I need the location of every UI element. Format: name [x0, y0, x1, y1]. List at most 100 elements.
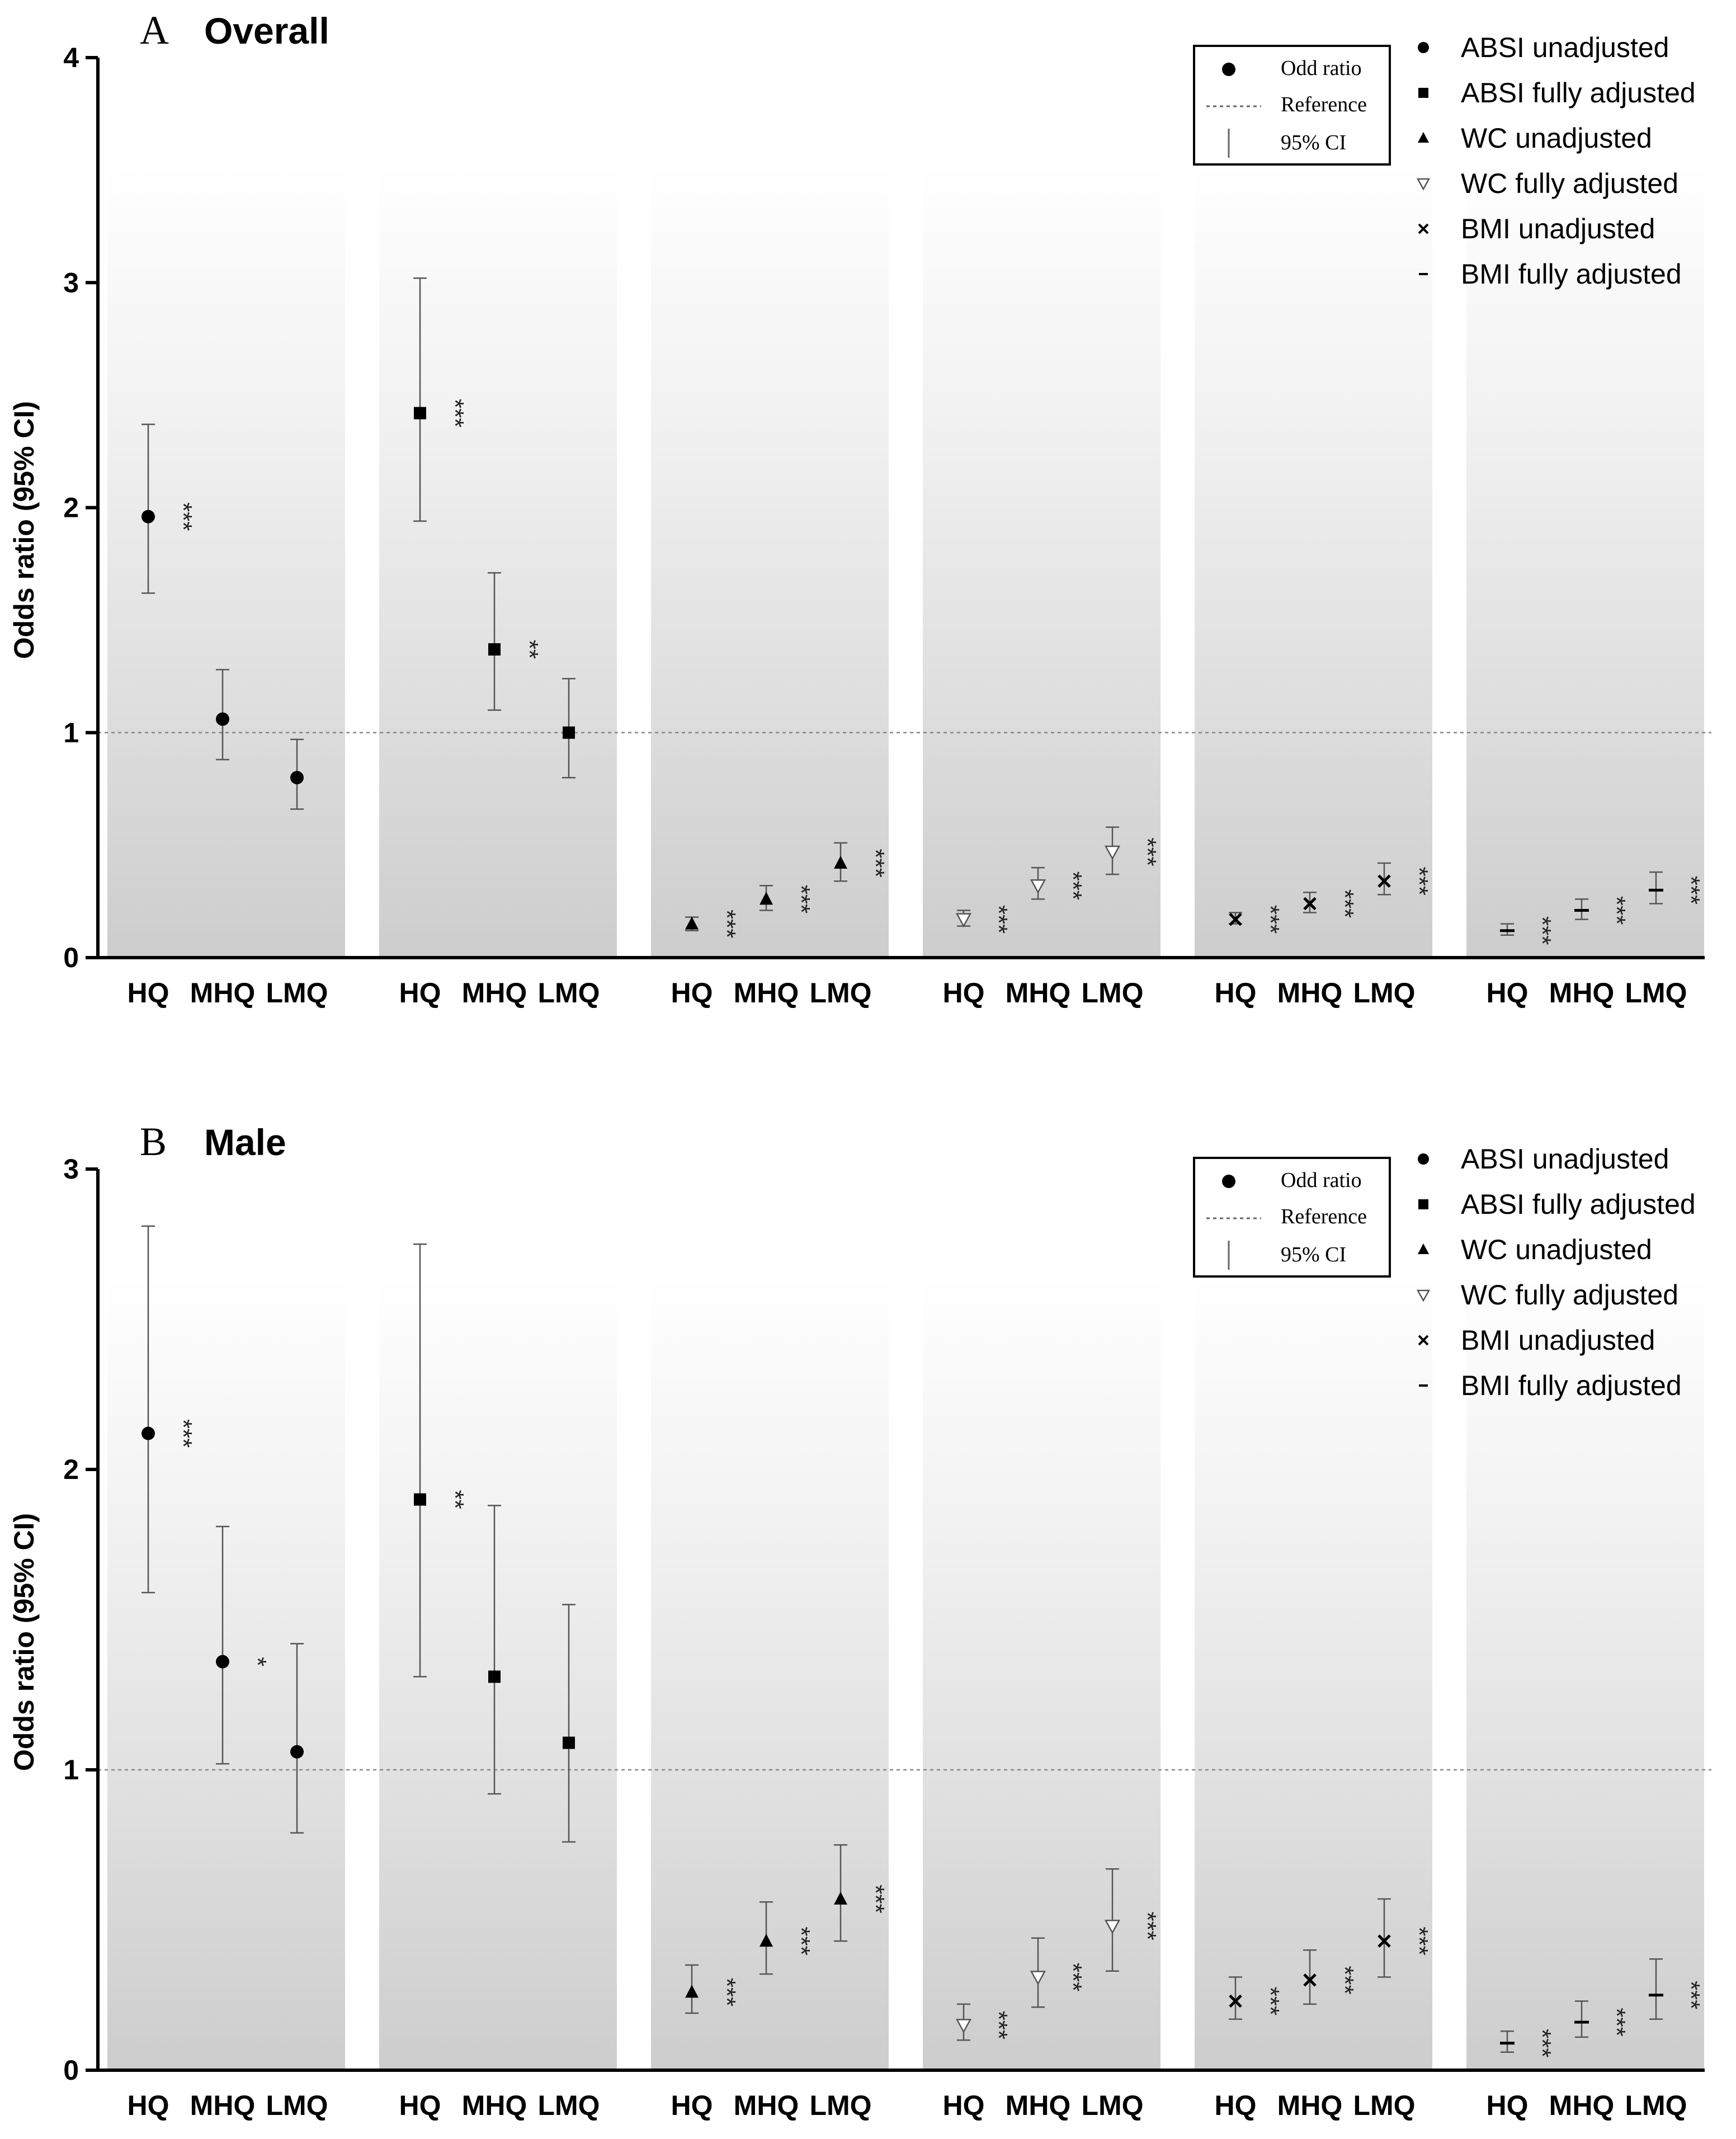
x-tick-label: HQ [128, 2090, 169, 2121]
inset-legend-label: Reference [1281, 1205, 1367, 1228]
legend-label: ABSI unadjusted [1461, 1143, 1669, 1175]
significance-label: *** [862, 1884, 889, 1913]
inset-legend-label: Odd ratio [1281, 56, 1362, 80]
significance-label: *** [441, 399, 469, 427]
marker-square [563, 1736, 575, 1749]
marker-circle [290, 1745, 304, 1759]
x-tick-label: MHQ [462, 977, 527, 1009]
marker-triangle-up [760, 1934, 773, 1947]
x-tick-label: HQ [943, 977, 985, 1009]
legend-label: WC fully adjusted [1461, 168, 1678, 199]
significance-label: *** [1331, 1966, 1358, 1994]
marker-triangle-down [955, 2019, 972, 2034]
background-band [1195, 1275, 1432, 2070]
x-tick-label: MHQ [734, 977, 799, 1009]
background-band [379, 164, 617, 958]
inset-legend-dot [1222, 1175, 1235, 1188]
legend-entry: BMI unadjusted [1418, 1325, 1655, 1356]
x-tick-label: MHQ [190, 977, 256, 1009]
legend-entry: ABSI unadjusted [1418, 1143, 1669, 1175]
significance-label: *** [713, 1978, 740, 2006]
y-tick-label: 3 [63, 1153, 79, 1185]
legend-entry: BMI fully adjusted [1419, 258, 1682, 290]
legend-entry: ABSI fully adjusted [1418, 1189, 1696, 1220]
x-tick-label: HQ [671, 2090, 713, 2121]
x-tick-label: MHQ [190, 2090, 256, 2121]
ci-bar [413, 1243, 427, 1678]
significance-label: *** [1331, 889, 1358, 918]
panel-title: Overall [204, 10, 329, 51]
marker-square [488, 643, 501, 656]
inset-legend-label: 95% CI [1281, 1243, 1346, 1266]
x-tick-label: MHQ [1277, 977, 1343, 1009]
marker-x [1229, 1994, 1242, 2008]
x-tick-label: HQ [1487, 977, 1529, 1009]
x-tick-label: MHQ [1006, 2090, 1071, 2121]
y-tick-label: 2 [63, 1454, 79, 1485]
x-tick-label: LMQ [1353, 2090, 1415, 2121]
background-band [1466, 1275, 1704, 2070]
significance-label: *** [1603, 2008, 1630, 2036]
legend-marker [1418, 1243, 1429, 1254]
y-tick-label: 1 [63, 717, 79, 748]
marker-circle [141, 1426, 155, 1440]
legend-entry: WC fully adjusted [1416, 168, 1678, 199]
significance-label: *** [1529, 916, 1556, 945]
ci-bar [1649, 871, 1663, 904]
significance-label: *** [713, 910, 740, 938]
significance-label: *** [787, 1926, 815, 1955]
background-band [923, 1275, 1161, 2070]
x-tick-label: LMQ [1625, 977, 1687, 1009]
ci-bar [413, 277, 427, 522]
significance-label: *** [169, 1419, 197, 1448]
significance-label: *** [1257, 905, 1284, 934]
marker-circle [290, 771, 304, 785]
legend-marker [1418, 88, 1428, 98]
y-axis-label: Odds ratio (95% CI) [8, 401, 40, 659]
legend-entry: WC fully adjusted [1416, 1279, 1678, 1311]
y-tick-label: 0 [63, 942, 79, 973]
legend-marker [1418, 1199, 1428, 1209]
marker-x [1303, 1973, 1317, 1987]
marker-circle [216, 1655, 229, 1669]
marker-x [1378, 874, 1391, 888]
legend-entry: WC unadjusted [1418, 123, 1652, 154]
significance-label: *** [787, 885, 815, 913]
background-band [107, 1275, 345, 2070]
significance-label: *** [985, 2011, 1012, 2039]
x-tick-label: HQ [399, 2090, 441, 2121]
marker-triangle-up [760, 892, 773, 905]
chart-panel-A: 0 1 2 3 4 Odds ratio (95% CI) A Overall *** HQ MHQ… [8, 8, 1711, 1009]
legend-entry: ABSI fully adjusted [1418, 77, 1696, 109]
legend-label: WC unadjusted [1461, 123, 1652, 154]
ci-bar [488, 572, 501, 711]
background-band [1195, 164, 1432, 958]
significance-label: *** [1059, 871, 1087, 900]
ci-bar [141, 423, 155, 594]
significance-label: ** [516, 640, 543, 659]
x-tick-label: HQ [943, 2090, 985, 2121]
ci-bar [1378, 1898, 1391, 1978]
marker-square [563, 726, 575, 739]
significance-label: ** [441, 1490, 469, 1509]
significance-label: *** [1134, 837, 1161, 866]
marker-triangle-down [1030, 1971, 1046, 1986]
significance-label: * [244, 1657, 271, 1666]
legend-label: WC unadjusted [1461, 1234, 1652, 1265]
legend-label: ABSI unadjusted [1461, 32, 1669, 63]
x-tick-label: HQ [128, 977, 169, 1009]
panel-title: Male [204, 1122, 286, 1163]
significance-label: *** [1405, 867, 1433, 896]
x-tick-label: LMQ [266, 977, 328, 1009]
x-tick-label: LMQ [1625, 2090, 1687, 2121]
legend-label: BMI unadjusted [1461, 213, 1655, 244]
background-band [1466, 164, 1704, 958]
ci-bar [488, 1505, 501, 1795]
x-tick-label: MHQ [462, 2090, 527, 2121]
legend-marker [1418, 223, 1429, 234]
ci-bar [1649, 1958, 1663, 2020]
inset-legend-dot [1222, 63, 1235, 76]
significance-label: *** [1677, 876, 1705, 904]
marker-triangle-up [685, 916, 699, 930]
